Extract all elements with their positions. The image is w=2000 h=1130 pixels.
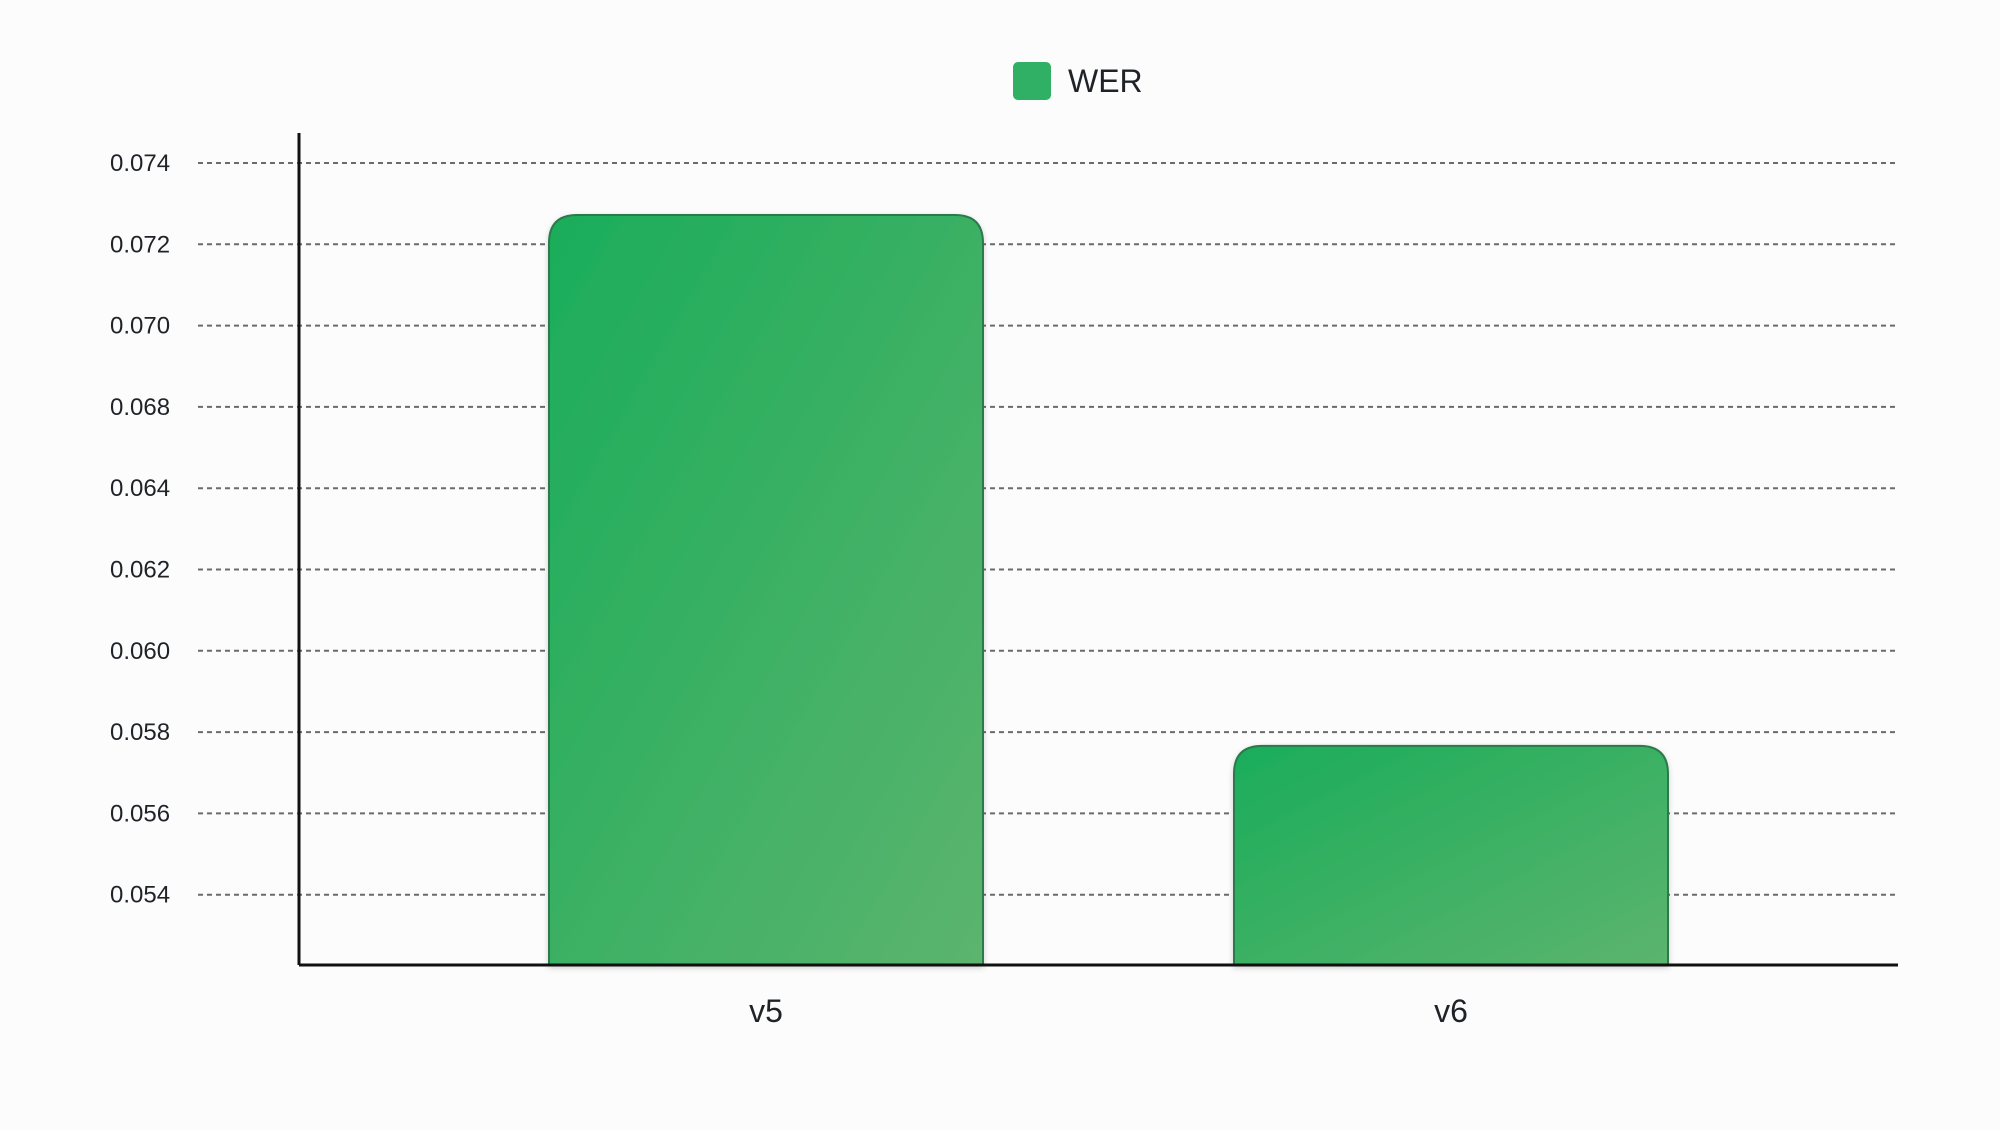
- y-axis-ticks: 0.074 0.072 0.070 0.068 0.064 0.062 0.060 0.058…: [110, 150, 170, 909]
- bar-v6: [1233, 744, 1669, 966]
- legend-label-wer: WER: [1068, 63, 1143, 99]
- bar-v5: [548, 213, 984, 966]
- y-tick-label: 0.060: [110, 638, 170, 665]
- y-tick-label: 0.074: [110, 150, 170, 177]
- x-category-label: v5: [749, 993, 783, 1029]
- y-tick-label: 0.072: [110, 231, 170, 258]
- y-tick-label: 0.062: [110, 557, 170, 584]
- y-tick-label: 0.070: [110, 313, 170, 340]
- y-tick-label: 0.064: [110, 475, 170, 502]
- x-category-label: v6: [1434, 993, 1468, 1029]
- y-tick-label: 0.058: [110, 719, 170, 746]
- y-tick-label: 0.054: [110, 882, 170, 909]
- y-tick-label: 0.068: [110, 394, 170, 421]
- bars: [548, 213, 1669, 966]
- y-tick-label: 0.056: [110, 800, 170, 827]
- x-axis-categories: v5 v6: [749, 993, 1468, 1029]
- legend: WER: [1013, 62, 1143, 100]
- legend-swatch-wer: [1013, 62, 1051, 100]
